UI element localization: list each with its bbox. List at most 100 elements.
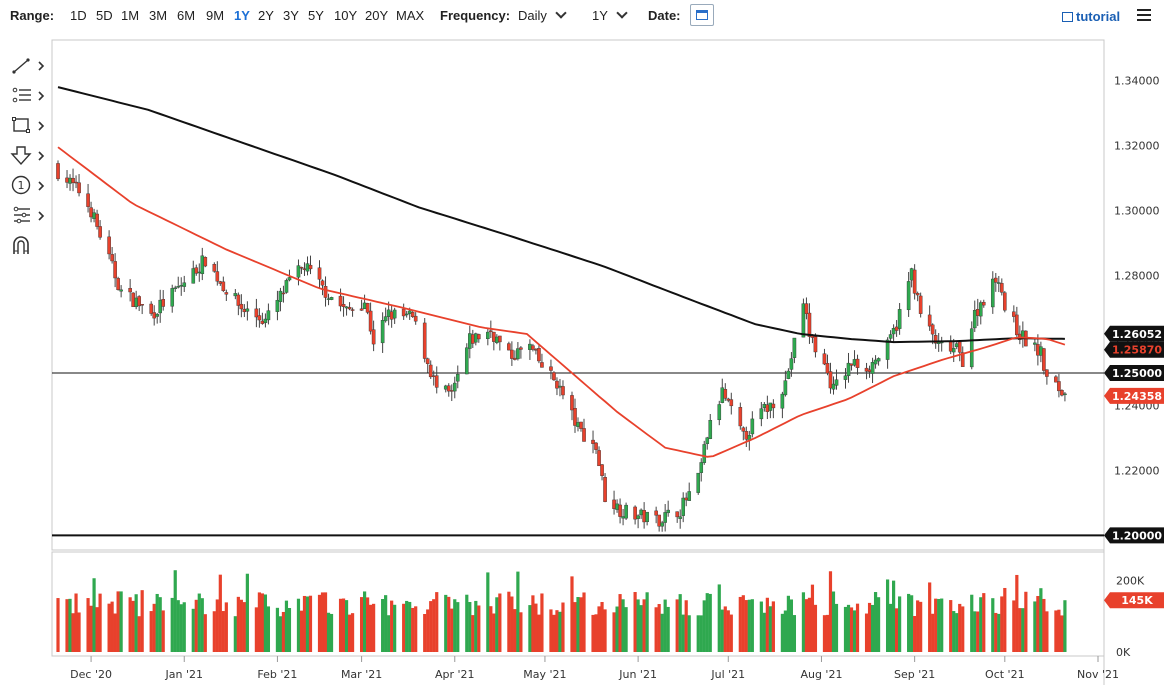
candle-body	[317, 267, 322, 280]
candle-body	[224, 292, 229, 295]
volume-bar	[991, 598, 995, 652]
volume-bar	[792, 615, 797, 652]
tutorial-label: tutorial	[1076, 9, 1121, 24]
candle-body	[443, 385, 448, 390]
candle-body	[191, 268, 196, 284]
volume-bar	[299, 610, 304, 652]
range-option-20y[interactable]: 20Y	[365, 8, 389, 23]
volume-bar	[519, 612, 523, 652]
range-option-5d[interactable]: 5D	[96, 8, 113, 23]
volume-bar	[263, 594, 268, 652]
candle-body	[891, 328, 896, 335]
volume-bar	[119, 591, 123, 652]
candle-body	[843, 375, 848, 380]
volume-bar	[1063, 600, 1067, 652]
volume-bar	[432, 599, 436, 652]
range-option-5y[interactable]: 5Y	[308, 8, 324, 23]
volume-bar	[898, 596, 902, 652]
range-option-6m[interactable]: 6M	[177, 8, 196, 23]
range-option-3m[interactable]: 3M	[149, 8, 168, 23]
volume-bar	[68, 598, 72, 652]
candle-body	[531, 345, 535, 350]
candle-body	[621, 516, 625, 519]
candle-body	[263, 318, 268, 324]
time-tick-label: Feb '21	[257, 668, 297, 681]
candle-body	[831, 383, 836, 390]
candle-body	[552, 372, 556, 381]
volume-bar	[158, 597, 162, 652]
volume-bar	[308, 595, 313, 652]
candle-body	[909, 268, 914, 281]
period-select[interactable]: 1Y	[592, 7, 628, 23]
range-option-1y[interactable]: 1Y	[234, 8, 250, 23]
candle-body	[410, 312, 415, 317]
fast-average-tag: 1.25870	[1112, 344, 1162, 357]
range-option-max[interactable]: MAX	[396, 8, 425, 23]
rectangle-tool[interactable]	[10, 114, 46, 136]
volume-bar	[666, 606, 670, 652]
volume-bar	[597, 606, 601, 652]
volume-bar	[173, 570, 177, 652]
magnet-tool[interactable]	[10, 234, 46, 256]
range-option-3y[interactable]: 3Y	[283, 8, 299, 23]
range-option-9m[interactable]: 9M	[206, 8, 225, 23]
range-option-2y[interactable]: 2Y	[258, 8, 274, 23]
volume-bar	[1039, 588, 1043, 652]
range-option-1m[interactable]: 1M	[121, 8, 140, 23]
candle-body	[341, 304, 346, 307]
volume-bar	[344, 600, 349, 652]
candle-body	[1045, 369, 1049, 377]
frequency-select[interactable]: Daily	[518, 7, 567, 23]
candle-body	[783, 380, 788, 396]
volume-bar	[113, 613, 117, 652]
volume-bar	[558, 611, 562, 652]
candle-body	[528, 343, 532, 350]
fibonacci-tool[interactable]	[10, 84, 46, 106]
volume-bar	[804, 599, 809, 652]
candle-body	[92, 212, 96, 219]
candle-body	[591, 439, 595, 444]
volume-bar	[888, 603, 893, 652]
range-option-1d[interactable]: 1D	[70, 8, 87, 23]
fast-moving-average-line	[57, 146, 1066, 458]
volume-bar	[741, 595, 745, 652]
candle-body	[834, 379, 839, 386]
candle-body	[449, 390, 454, 392]
volume-bar	[642, 599, 646, 652]
menu-icon[interactable]	[1137, 9, 1151, 21]
candle-body	[95, 213, 99, 227]
price-panel	[51, 39, 1105, 551]
candle-body	[278, 290, 283, 302]
candle-body	[498, 335, 502, 343]
date-picker-button[interactable]	[690, 4, 714, 26]
candle-body	[323, 286, 328, 298]
trend-line-tool[interactable]	[10, 54, 46, 76]
volume-bar	[579, 597, 583, 652]
volume-bar	[284, 600, 289, 652]
candle-body	[407, 310, 412, 314]
volume-bar	[615, 606, 619, 652]
magnet-icon	[13, 236, 29, 254]
candle-body	[161, 299, 166, 307]
candle-body	[615, 503, 619, 510]
candle-body	[894, 326, 899, 331]
tutorial-link[interactable]: tutorial	[1062, 9, 1120, 24]
candle-body	[302, 268, 307, 270]
volume-bar	[393, 604, 397, 652]
arrow-tool[interactable]	[10, 144, 46, 166]
volume-bar	[1042, 598, 1046, 652]
volume-bar	[855, 603, 860, 652]
note-tool[interactable]: 1	[10, 174, 46, 196]
candle-body	[927, 314, 932, 327]
volume-bar	[786, 595, 790, 652]
pattern-tool[interactable]	[10, 204, 46, 226]
volume-bar	[540, 593, 544, 652]
volume-bar	[780, 613, 784, 652]
candle-body	[540, 362, 544, 368]
candle-body	[933, 335, 938, 344]
volume-bar	[919, 601, 923, 652]
volume-bar	[997, 613, 1001, 652]
range-option-10y[interactable]: 10Y	[334, 8, 358, 23]
level-tag: 1.20000	[1112, 529, 1162, 542]
